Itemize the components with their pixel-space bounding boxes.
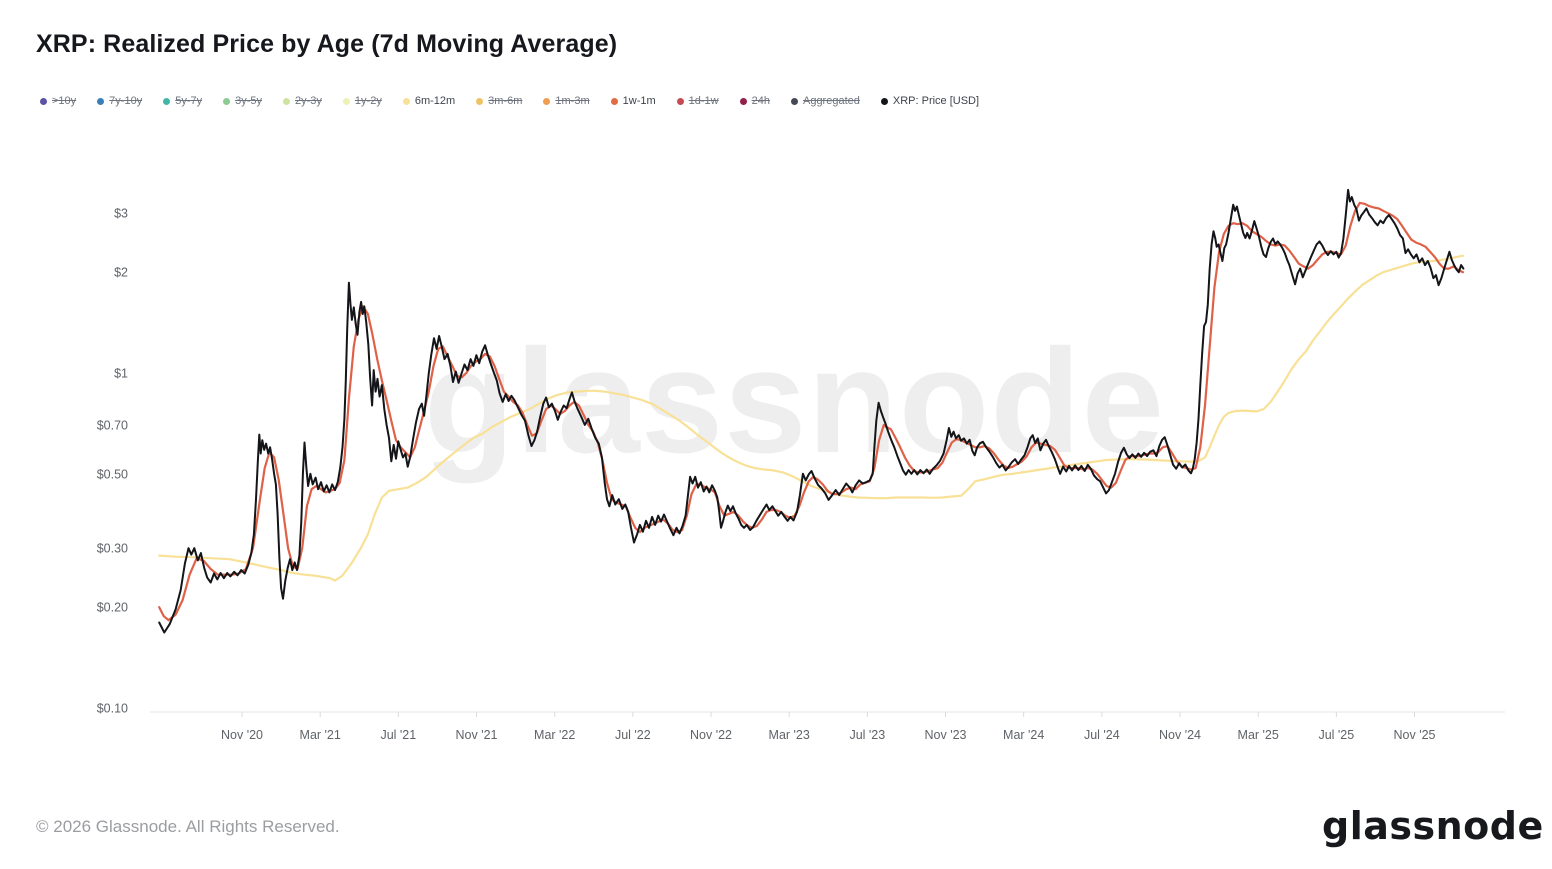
glassnode-logo: glassnode (1322, 804, 1544, 848)
x-axis-label: Nov '25 (1394, 728, 1436, 742)
legend-item-24h[interactable]: 24h (739, 95, 770, 107)
legend-item-2y-3y[interactable]: 2y-3y (283, 95, 322, 107)
x-axis-label: Mar '22 (534, 728, 575, 742)
x-axis-label: Jul '24 (1084, 728, 1120, 742)
x-axis-label: Mar '25 (1238, 728, 1279, 742)
legend-item-1d-1w[interactable]: 1d-1w (676, 95, 719, 107)
legend-item-3m-6m[interactable]: 3m-6m (476, 95, 522, 107)
y-axis-label: $0.10 (97, 702, 128, 716)
x-axis-label: Mar '23 (769, 728, 810, 742)
x-axis-label: Nov '23 (925, 728, 967, 742)
y-axis-label: $0.20 (97, 601, 128, 615)
x-axis-label: Nov '21 (456, 728, 498, 742)
legend-color-dot (283, 97, 291, 105)
legend-item-1y-2y[interactable]: 1y-2y (342, 95, 382, 107)
x-axis-label: Jul '23 (849, 728, 885, 742)
legend-color-dot (40, 97, 47, 105)
legend-color-dot (223, 97, 231, 105)
series-line-1w-1m (158, 201, 1465, 622)
x-axis-label: Jul '21 (380, 728, 416, 742)
legend-label: 1w-1m (622, 95, 656, 107)
x-axis-label: Nov '20 (221, 728, 263, 742)
page-title: XRP: Realized Price by Age (7d Moving Av… (36, 30, 618, 58)
y-axis-label: $0.30 (97, 542, 128, 556)
legend-item-1m-3m[interactable]: 1m-3m (543, 95, 590, 107)
legend-item-aggregated[interactable]: Aggregated (790, 95, 860, 107)
legend-item-3y-5y[interactable]: 3y-5y (223, 95, 262, 107)
legend-color-dot (476, 97, 484, 105)
legend-item-7y-10y[interactable]: 7y-10y (97, 95, 142, 107)
legend-label: >10y (52, 95, 77, 107)
copyright-text: © 2026 Glassnode. All Rights Reserved. (36, 817, 340, 836)
x-axis-label: Mar '21 (300, 728, 341, 742)
legend-color-dot (676, 97, 684, 105)
legend-label: 3m-6m (488, 95, 523, 107)
y-axis-label: $3 (114, 207, 128, 221)
legend-color-dot (543, 97, 551, 105)
legend-label: XRP: Price [USD] (892, 95, 980, 107)
y-axis-label: $0.50 (97, 467, 128, 481)
x-axis-label: Mar '24 (1003, 728, 1044, 742)
legend-item-xrp-price-usd-[interactable]: XRP: Price [USD] (880, 95, 980, 107)
x-axis-label: Nov '24 (1159, 728, 1201, 742)
legend-color-dot (610, 97, 618, 105)
legend-label: 24h (751, 95, 770, 107)
price-chart[interactable]: Nov '20 Mar '21 Jul '21 Nov '21 Mar '22 Jul '… (0, 0, 1552, 780)
legend-label: 1y-2y (354, 95, 382, 107)
legend-color-dot (790, 97, 798, 105)
legend-color-dot (342, 97, 350, 105)
legend-label: 7y-10y (109, 95, 143, 107)
x-axis-label: Nov '22 (690, 728, 732, 742)
legend-label: 2y-3y (295, 95, 322, 107)
series-line-xrp-price-usd- (158, 188, 1465, 634)
legend-label: 1d-1w (688, 95, 719, 107)
legend-label: 1m-3m (555, 95, 590, 107)
x-axis-label: Jul '25 (1318, 728, 1354, 742)
legend-color-dot (97, 97, 105, 105)
legend-color-dot (402, 97, 410, 105)
legend-item--10y[interactable]: >10y (40, 95, 76, 107)
x-axis-label: Jul '22 (615, 728, 651, 742)
y-axis-label: $0.70 (97, 418, 128, 432)
y-axis-label: $1 (114, 367, 128, 381)
legend-item-5y-7y[interactable]: 5y-7y (163, 95, 202, 107)
legend-label: 3y-5y (235, 95, 263, 107)
legend-color-dot (739, 97, 747, 105)
legend: >10y 7y-10y 5y-7y 3y-5y 2y-3y 1y-2y 6m-12m 3m-6… (40, 95, 979, 107)
series-line-6m-12m (158, 254, 1465, 582)
y-axis-label: $2 (114, 266, 128, 280)
legend-item-6m-12m[interactable]: 6m-12m (402, 95, 456, 107)
legend-item-1w-1m[interactable]: 1w-1m (610, 95, 656, 107)
legend-label: 5y-7y (175, 95, 203, 107)
legend-color-dot (163, 97, 171, 105)
legend-label: Aggregated (802, 95, 860, 107)
legend-label: 6m-12m (414, 95, 456, 107)
legend-color-dot (880, 97, 888, 105)
